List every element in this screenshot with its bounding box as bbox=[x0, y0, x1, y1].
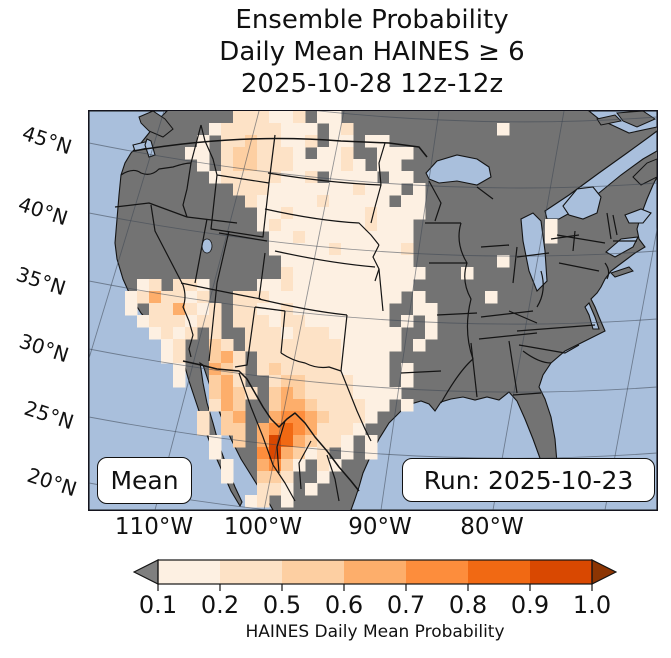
us-probability-map bbox=[89, 111, 657, 510]
mexico-border bbox=[182, 360, 360, 492]
mean-tag: Mean bbox=[97, 457, 192, 504]
lake-ontario bbox=[624, 208, 652, 224]
run-date-label: Run: 2025-10-23 bbox=[423, 465, 634, 495]
lon-tick-label: 90°W bbox=[348, 514, 412, 540]
long-island bbox=[610, 266, 634, 278]
colorbar-outline bbox=[157, 559, 593, 585]
lat-tick-label: 35°N bbox=[13, 261, 69, 301]
colorbar-tick-label: 0.2 bbox=[200, 591, 240, 619]
figure-title: Ensemble Probability Daily Mean HAINES ≥… bbox=[88, 4, 656, 100]
probability-cells bbox=[125, 111, 558, 508]
colorbar bbox=[132, 558, 618, 592]
colorbar-ticks bbox=[157, 584, 593, 591]
lakes-layer bbox=[201, 154, 652, 292]
title-line-1: Ensemble Probability bbox=[235, 5, 509, 35]
vancouver-island bbox=[138, 111, 174, 138]
lake-superior bbox=[425, 154, 492, 186]
nova-scotia bbox=[632, 158, 657, 186]
title-line-2: Daily Mean HAINES ≥ 6 bbox=[219, 37, 525, 67]
colorbar-tick-label: 0.7 bbox=[386, 591, 426, 619]
lat-tick-label: 20°N bbox=[24, 462, 80, 502]
colorbar-tick-label: 0.6 bbox=[324, 591, 364, 619]
colorbar-under-arrow bbox=[132, 559, 159, 585]
map-panel bbox=[88, 110, 658, 511]
lake-huron bbox=[562, 186, 602, 220]
lat-tick-label: 25°N bbox=[21, 395, 77, 435]
colorbar-segments bbox=[158, 560, 592, 584]
colorbar-tick-label: 0.1 bbox=[138, 591, 178, 619]
lat-tick-label: 45°N bbox=[19, 120, 75, 160]
lat-tick-label: 40°N bbox=[15, 191, 71, 231]
colorbar-tick-label: 0.9 bbox=[510, 591, 550, 619]
gulf-and-atlantic bbox=[350, 176, 657, 510]
lon-tick-label: 110°W bbox=[114, 514, 194, 540]
colorbar-tick-label: 0.8 bbox=[448, 591, 488, 619]
run-date-tag: Run: 2025-10-23 bbox=[402, 458, 655, 502]
lat-tick-label: 30°N bbox=[16, 328, 72, 368]
great-salt-lake bbox=[201, 238, 213, 254]
borders-layer bbox=[114, 124, 637, 502]
canada-border bbox=[132, 137, 428, 158]
colorbar-over-arrow bbox=[591, 559, 618, 585]
colorbar-tick-label: 0.5 bbox=[262, 591, 302, 619]
lon-tick-label: 100°W bbox=[223, 514, 303, 540]
mean-tag-label: Mean bbox=[110, 466, 179, 495]
colorbar-svg bbox=[132, 559, 618, 591]
lake-michigan bbox=[520, 212, 548, 292]
title-line-3: 2025-10-28 12z-12z bbox=[240, 69, 504, 99]
lon-tick-label: 80°W bbox=[460, 514, 524, 540]
colorbar-caption: HAINES Daily Mean Probability bbox=[245, 622, 505, 642]
colorbar-tick-label: 1.0 bbox=[572, 591, 612, 619]
